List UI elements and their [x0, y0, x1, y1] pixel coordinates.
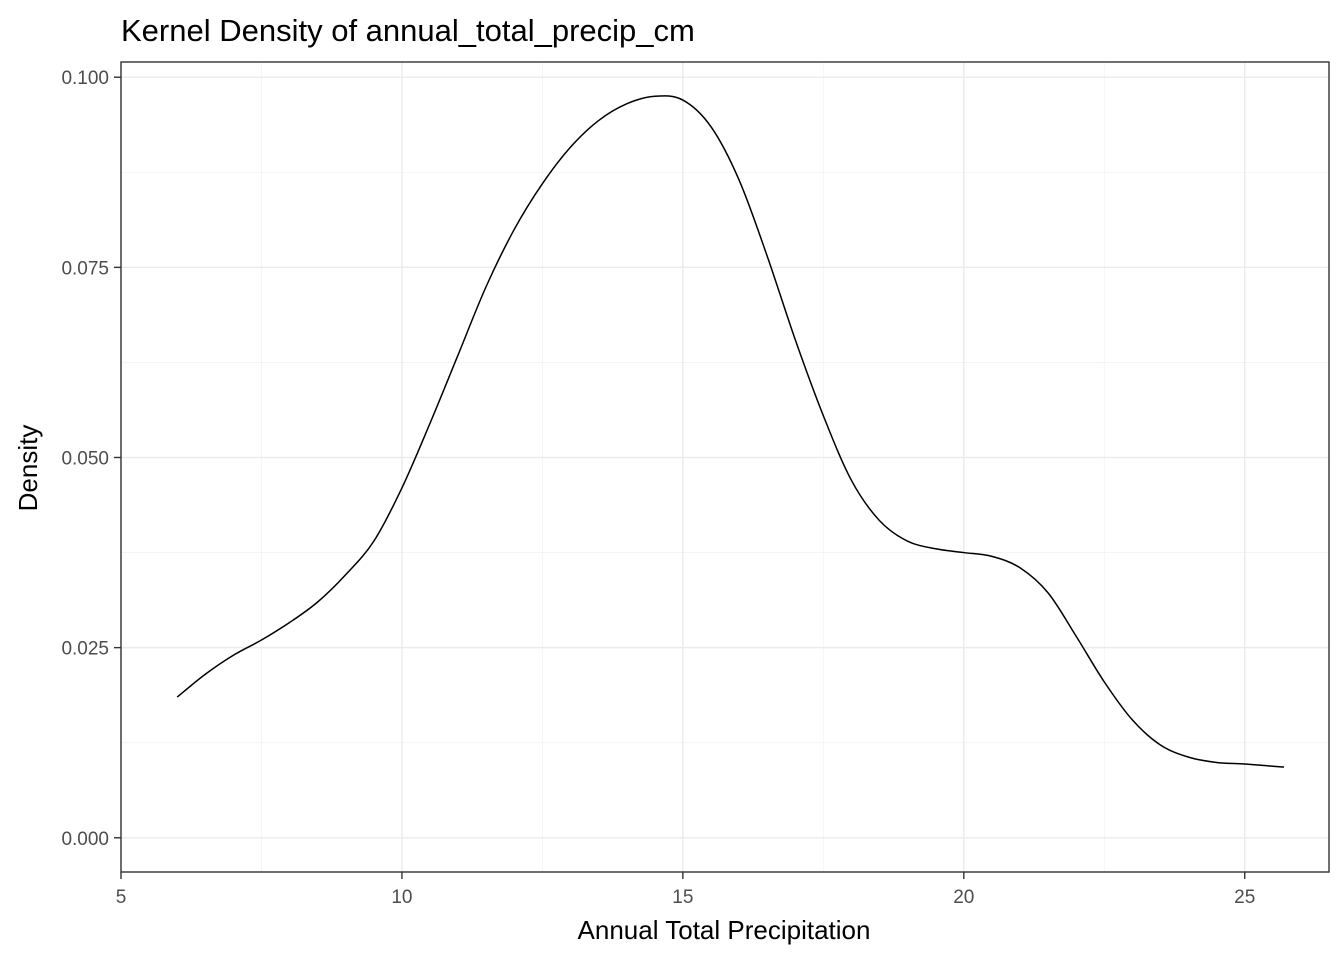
chart-title: Kernel Density of annual_total_precip_cm — [121, 13, 695, 48]
y-tick-label: 0.050 — [61, 448, 109, 469]
x-tick-label: 10 — [391, 887, 412, 908]
x-axis-title: Annual Total Precipitation — [578, 915, 871, 945]
plot-panel-border — [120, 61, 1330, 873]
y-tick-label: 0.000 — [61, 829, 109, 850]
y-axis: 0.000 0.025 0.050 0.075 0.100 — [61, 68, 121, 850]
x-tick-label: 25 — [1234, 887, 1255, 908]
x-tick-label: 15 — [672, 887, 693, 908]
x-tick-label: 20 — [953, 887, 974, 908]
minor-gridlines — [121, 62, 1329, 872]
x-tick-label: 5 — [116, 887, 127, 908]
y-tick-label: 0.100 — [61, 68, 109, 89]
y-axis-title: Density — [13, 425, 43, 512]
y-tick-label: 0.025 — [61, 639, 109, 660]
density-curve — [176, 95, 1285, 768]
major-gridlines — [120, 62, 1329, 872]
x-axis: 5 10 15 20 25 — [116, 872, 1255, 908]
y-tick-label: 0.075 — [61, 258, 109, 279]
